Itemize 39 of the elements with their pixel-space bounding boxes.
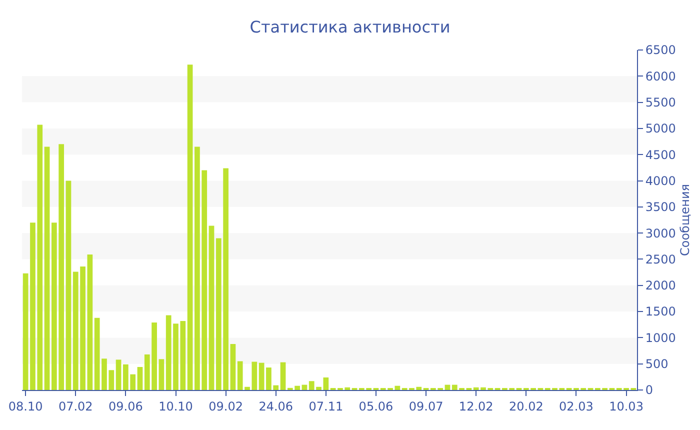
y-tick-label: 4500: [645, 148, 676, 162]
bar: [66, 180, 72, 390]
bar: [116, 360, 122, 390]
y-tick-label: 1500: [645, 304, 676, 319]
y-tick-label: 2000: [645, 278, 676, 293]
y-axis-title: Сообщения: [678, 184, 692, 256]
y-tick-label: 3500: [645, 200, 676, 214]
bar: [158, 359, 164, 390]
x-tick-label: 09.02: [208, 399, 243, 414]
bar: [87, 254, 93, 390]
y-tick-label: 2500: [645, 252, 676, 266]
x-tick-label: 08.10: [8, 399, 43, 414]
bar: [44, 146, 50, 390]
bar: [208, 226, 214, 390]
bar: [137, 366, 143, 390]
y-tick-label: 4000: [645, 174, 676, 188]
y-tick-label: 500: [645, 357, 668, 372]
x-tick-label: 10.10: [158, 399, 193, 414]
y-tick-label: 6500: [645, 43, 676, 58]
x-tick-label: 20.02: [508, 399, 544, 414]
x-tick-label: 07.02: [58, 399, 93, 414]
x-tick-label: 07.11: [308, 399, 344, 414]
x-tick-label: 05.06: [358, 399, 394, 414]
x-tick-label: 09.07: [408, 399, 444, 414]
bar: [187, 64, 193, 390]
y-tick-label: 3000: [645, 226, 676, 240]
x-tick-label: 12.02: [458, 399, 494, 414]
x-tick-label: 02.03: [559, 399, 594, 414]
bar: [230, 344, 236, 390]
x-tick-label: 09.06: [108, 399, 143, 414]
y-tick-label: 1000: [645, 330, 676, 345]
chart-title: Статистика активности: [250, 18, 450, 37]
x-tick-label: 24.06: [258, 399, 294, 414]
y-tick-label: 0: [645, 383, 654, 398]
bar: [280, 362, 286, 390]
y-tick-label: 6000: [645, 69, 676, 84]
y-tick-label: 5000: [645, 122, 676, 136]
x-tick-label: 10.03: [609, 399, 644, 414]
y-tick-label: 5500: [645, 96, 676, 110]
